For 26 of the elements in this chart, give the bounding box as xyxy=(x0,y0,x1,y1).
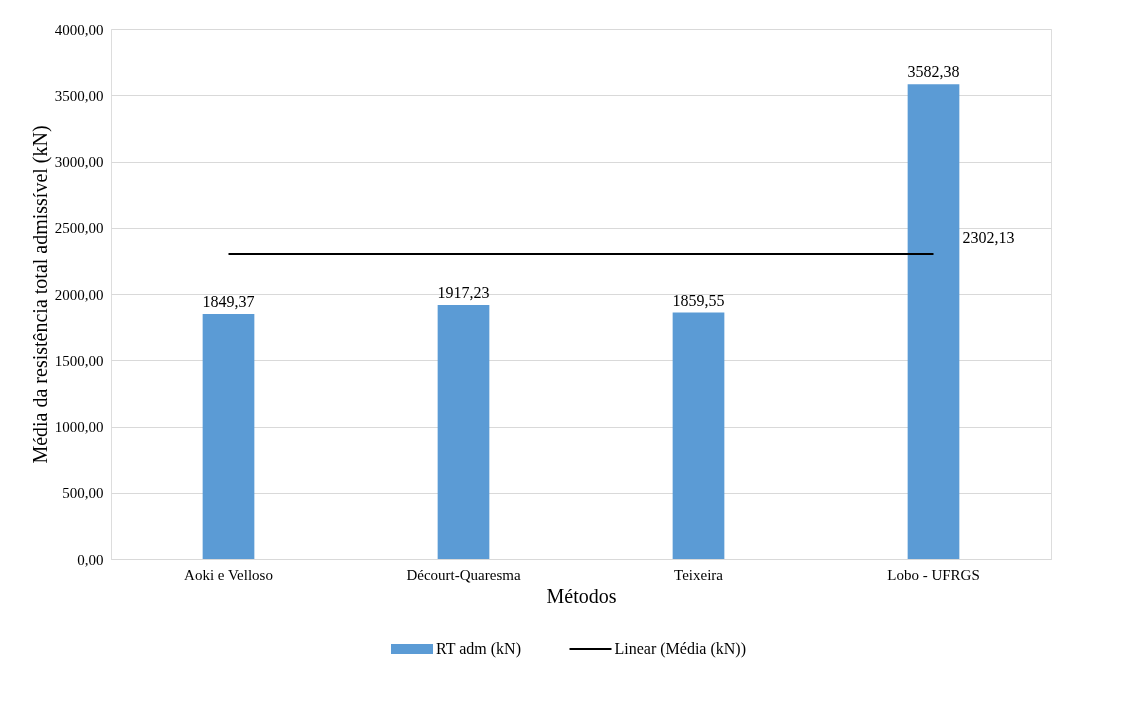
bar xyxy=(907,84,960,559)
x-tick-label: Aoki e Velloso xyxy=(184,566,273,583)
y-tick-label: 0,00 xyxy=(77,551,104,568)
y-tick-label: 2000,00 xyxy=(54,286,104,303)
legend-label: Linear (Média (kN)) xyxy=(614,640,746,658)
y-tick-label: 2500,00 xyxy=(54,220,104,237)
y-tick-label: 1000,00 xyxy=(54,419,104,435)
bar xyxy=(437,304,490,559)
x-tick-label: Teixeira xyxy=(674,566,724,583)
x-tick-label: Décourt-Quaresma xyxy=(406,566,521,583)
y-tick-label: 3500,00 xyxy=(54,87,104,104)
y-tick-label: 500,00 xyxy=(62,485,104,502)
bar xyxy=(672,312,725,559)
data-label: 1849,37 xyxy=(202,292,255,310)
y-axis-title: Média da resistência total admissível (kN) xyxy=(28,125,52,464)
data-label: 2302,13 xyxy=(962,228,1015,246)
y-tick-label: 1500,00 xyxy=(54,352,104,369)
bar xyxy=(202,313,255,559)
data-label: 1859,55 xyxy=(672,291,725,309)
data-label: 3582,38 xyxy=(907,63,960,81)
x-tick-label: Lobo - UFRGS xyxy=(887,566,980,583)
y-tick-label: 3000,00 xyxy=(54,154,104,170)
legend-label: RT adm (kN) xyxy=(436,640,521,658)
y-tick-label: 4000,00 xyxy=(54,21,104,38)
x-axis-title: Métodos xyxy=(546,584,617,607)
data-label: 1917,23 xyxy=(437,283,490,301)
